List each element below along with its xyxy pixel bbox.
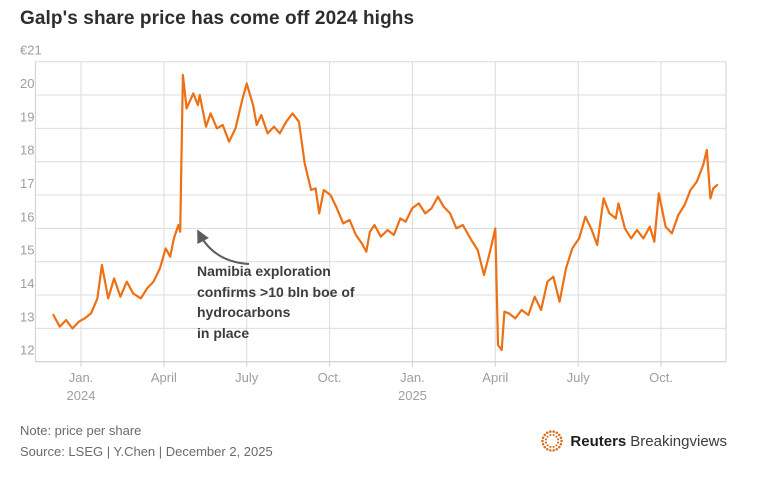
logo-dot [545,441,548,444]
logo-dot [542,442,545,446]
logo-dot [560,439,564,443]
namibia-annotation: Namibia exploration confirms >10 bln boe… [197,263,355,341]
logo-dot [546,444,550,447]
logo-dot [552,430,556,433]
logo-dot [546,431,549,435]
x-axis-label: July [235,370,259,385]
x-axis-label: Jan. [400,370,425,385]
logo-dot [552,433,556,437]
x-axis-label: April [482,370,508,385]
x-axis-label: July [567,370,591,385]
y-axis-label: 18 [20,143,34,158]
logo-dot [557,441,560,444]
reuters-dotted-circle-icon [541,430,564,452]
y-axis-label: 16 [20,209,34,224]
logo-dot [560,436,563,440]
chart-source: Source: LSEG | Y.Chen | December 2, 2025 [20,444,273,459]
x-axis-label: Jan. [69,370,94,385]
logo-dot [543,433,547,437]
logo-dot [558,433,561,437]
y-axis-label: 12 [20,343,34,358]
y-axis-label: 19 [20,109,34,124]
logo-dot [555,435,558,438]
chart-note: Note: price per share [20,423,142,438]
y-axis-label: 15 [20,243,34,258]
y-axis-label: 13 [20,309,34,324]
x-axis-year-label: 2024 [67,388,96,403]
chart-title: Galp's share price has come off 2024 hig… [20,8,415,29]
logo-dot [549,433,552,437]
logo-dot [541,439,545,443]
x-axis-label: Oct. [318,370,342,385]
logo-dot [549,445,552,449]
logo-dot [555,431,559,435]
logo-dot [543,445,547,449]
y-axis-label: 14 [20,276,34,291]
logo-dot [546,435,550,438]
logo-dot [555,447,559,451]
logo-dot [560,442,563,446]
reuters-breakingviews-logo: Reuters Breakingviews [540,429,727,453]
x-axis-label: Oct. [649,370,673,385]
logo-dot [555,444,558,447]
logo-dot [542,436,545,440]
y-axis-label: 20 [20,76,34,91]
logo-dot [549,449,553,452]
annotation-arrow [197,229,250,265]
price-line-chart: 12 13 14 15 16 17 18 19 20 €21 Jan. 2024 April July Oc… [20,43,727,403]
logo-dot [552,449,556,452]
logo-dot [557,438,560,441]
y-axis-label: €21 [20,43,42,58]
logo-dot [546,447,549,451]
brand-reuters: Reuters [570,432,627,450]
y-axis-label: 17 [20,176,34,191]
x-axis-year-label: 2025 [398,388,427,403]
logo-dot [552,445,556,449]
logo-dot [545,438,548,441]
x-axis-label: April [151,370,177,385]
share-price-line [52,73,719,352]
logo-dot [549,430,553,433]
logo-dot [558,445,561,449]
brand-breakingviews: Breakingviews [630,432,727,450]
